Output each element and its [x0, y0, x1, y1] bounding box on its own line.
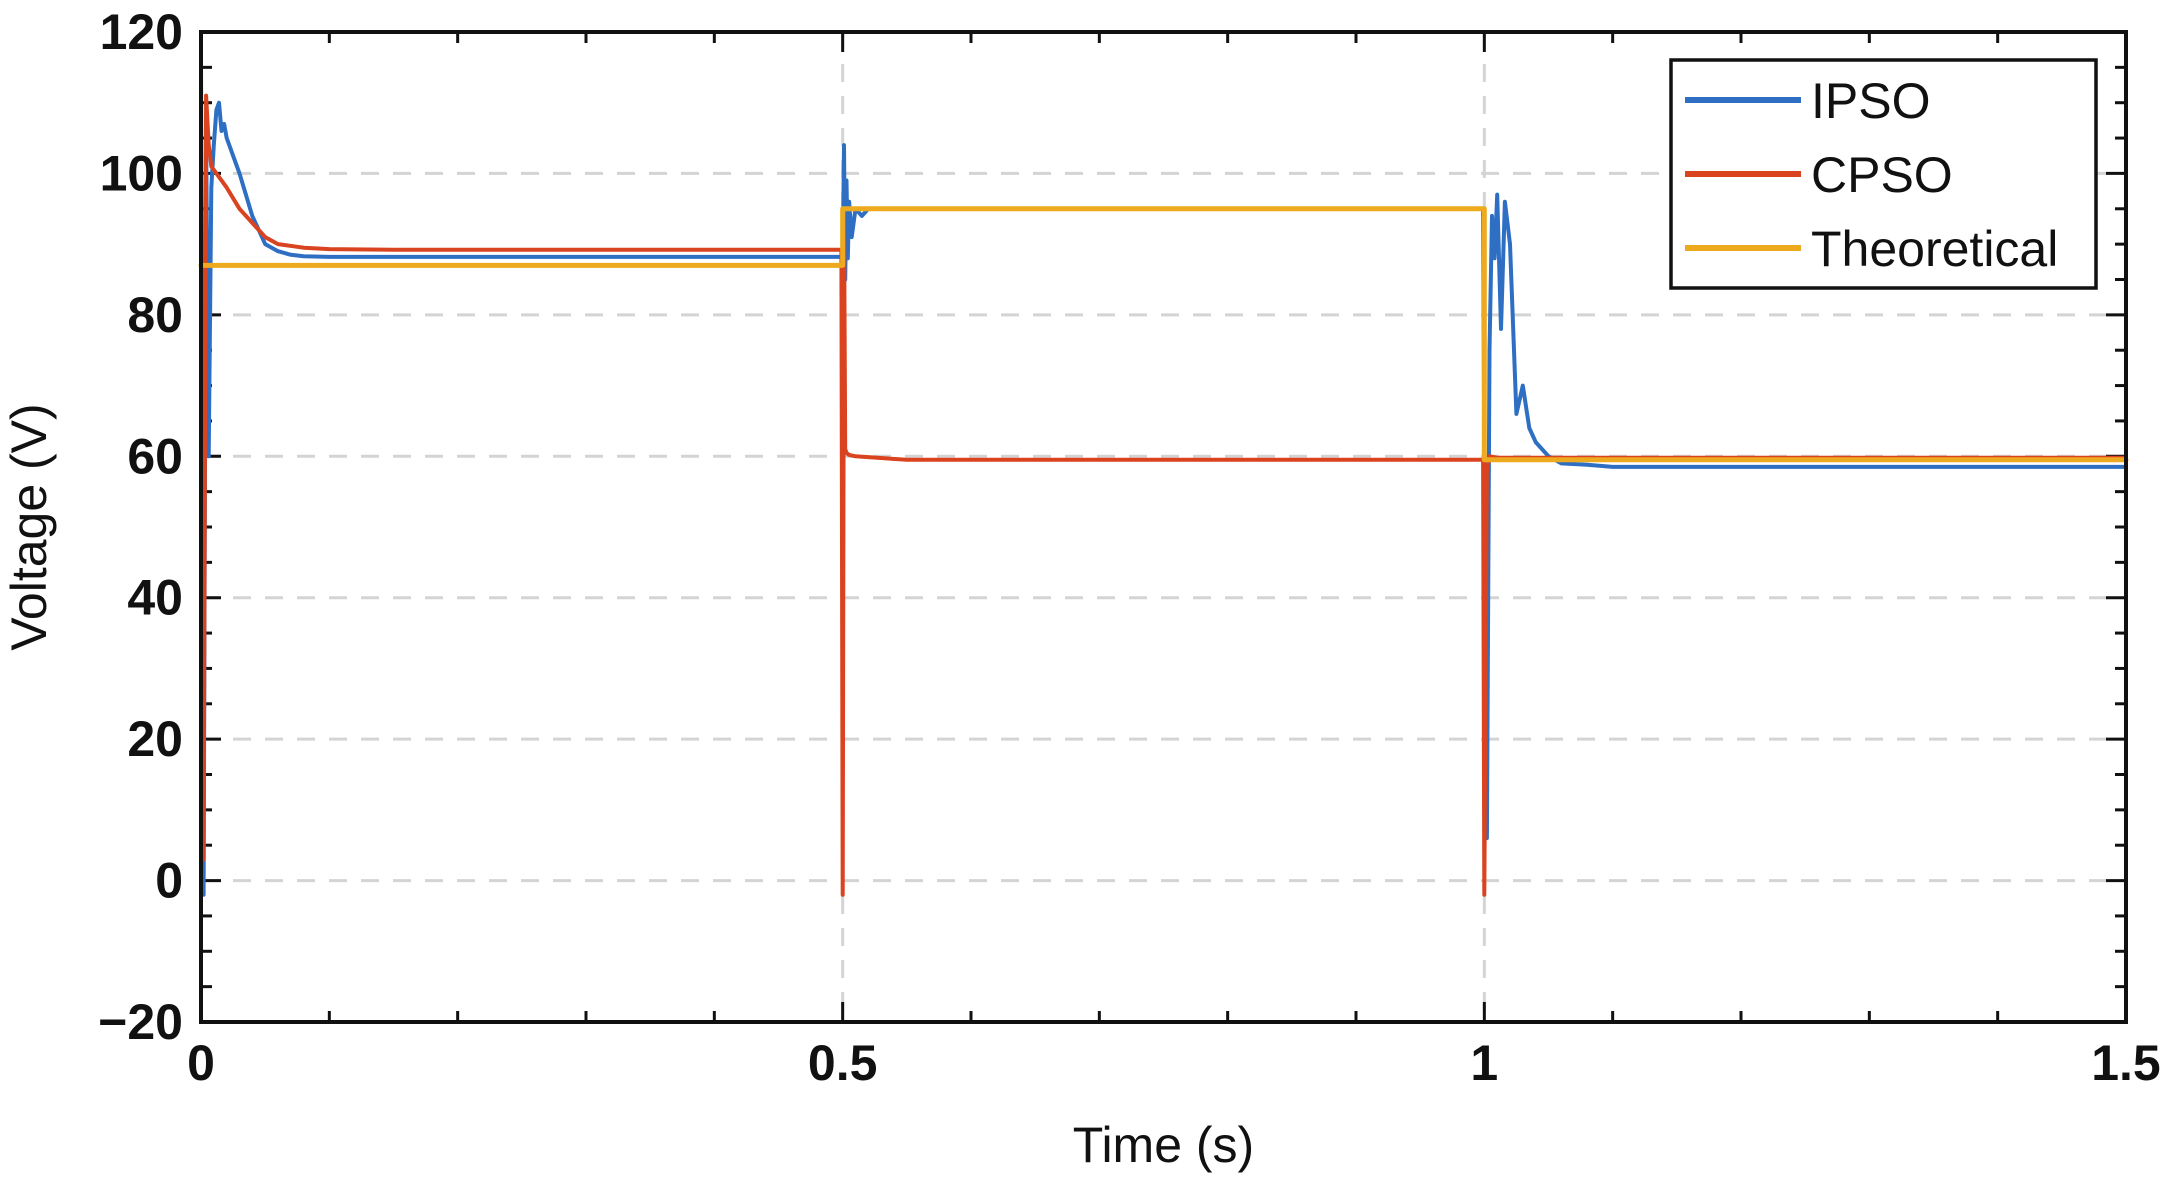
y-tick-label: 0 [155, 853, 183, 909]
x-tick-label: 0.5 [808, 1035, 878, 1091]
y-tick-label: −20 [98, 994, 183, 1050]
legend-label-ipso: IPSO [1811, 73, 1930, 129]
legend-label-cpso: CPSO [1811, 147, 1953, 203]
y-tick-label: 80 [127, 287, 183, 343]
x-tick-label: 1.5 [2091, 1035, 2161, 1091]
x-tick-label: 0 [187, 1035, 215, 1091]
y-tick-label: 40 [127, 570, 183, 626]
series-line-ipso [199, 100, 2128, 897]
legend-label-theoretical: Theoretical [1811, 221, 2058, 277]
series-line-theoretical [198, 206, 2129, 463]
plot-frame [199, 30, 2128, 1024]
x-tick-label: 1 [1470, 1035, 1498, 1091]
x-tick-labels: 0 0.5 1 1.5 [187, 1035, 2161, 1091]
y-tick-label: 20 [127, 711, 183, 767]
plot-area [198, 58, 2129, 897]
y-tick-label: 60 [127, 428, 183, 484]
y-tick-label: 100 [100, 145, 183, 201]
y-tick-labels: −20 0 20 40 60 80 100 120 [98, 4, 183, 1050]
x-axis-label: Time (s) [1073, 1117, 1254, 1173]
legend: IPSO CPSO Theoretical [1669, 58, 2098, 290]
y-tick-label: 120 [100, 4, 183, 60]
y-axis-label: Voltage (V) [1, 403, 57, 650]
